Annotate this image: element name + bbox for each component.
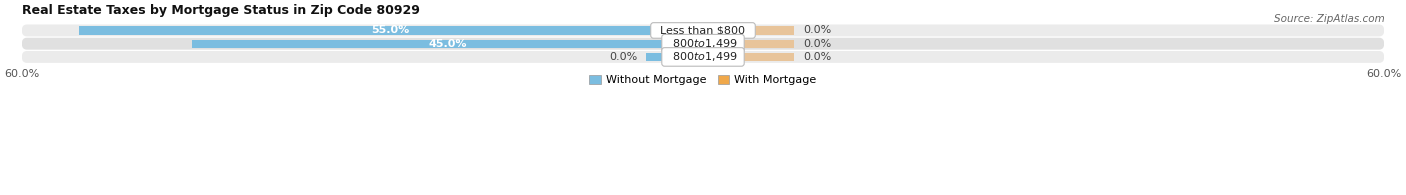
Bar — [79, 26, 703, 35]
FancyBboxPatch shape — [21, 51, 1385, 63]
Bar — [647, 53, 703, 61]
Bar — [193, 40, 703, 48]
FancyBboxPatch shape — [21, 38, 1385, 50]
Text: $800 to $1,499: $800 to $1,499 — [665, 37, 741, 50]
Text: 0.0%: 0.0% — [803, 52, 831, 62]
Text: 55.0%: 55.0% — [371, 25, 411, 35]
Legend: Without Mortgage, With Mortgage: Without Mortgage, With Mortgage — [585, 71, 821, 90]
Text: 0.0%: 0.0% — [803, 25, 831, 35]
Text: $800 to $1,499: $800 to $1,499 — [665, 51, 741, 63]
Text: 45.0%: 45.0% — [429, 39, 467, 49]
Text: Real Estate Taxes by Mortgage Status in Zip Code 80929: Real Estate Taxes by Mortgage Status in … — [21, 4, 419, 17]
Bar — [703, 53, 794, 61]
Text: 0.0%: 0.0% — [609, 52, 637, 62]
Text: Source: ZipAtlas.com: Source: ZipAtlas.com — [1274, 14, 1385, 24]
Text: 0.0%: 0.0% — [803, 39, 831, 49]
FancyBboxPatch shape — [21, 25, 1385, 36]
Bar — [703, 26, 794, 35]
Text: Less than $800: Less than $800 — [654, 25, 752, 35]
Bar — [703, 40, 794, 48]
